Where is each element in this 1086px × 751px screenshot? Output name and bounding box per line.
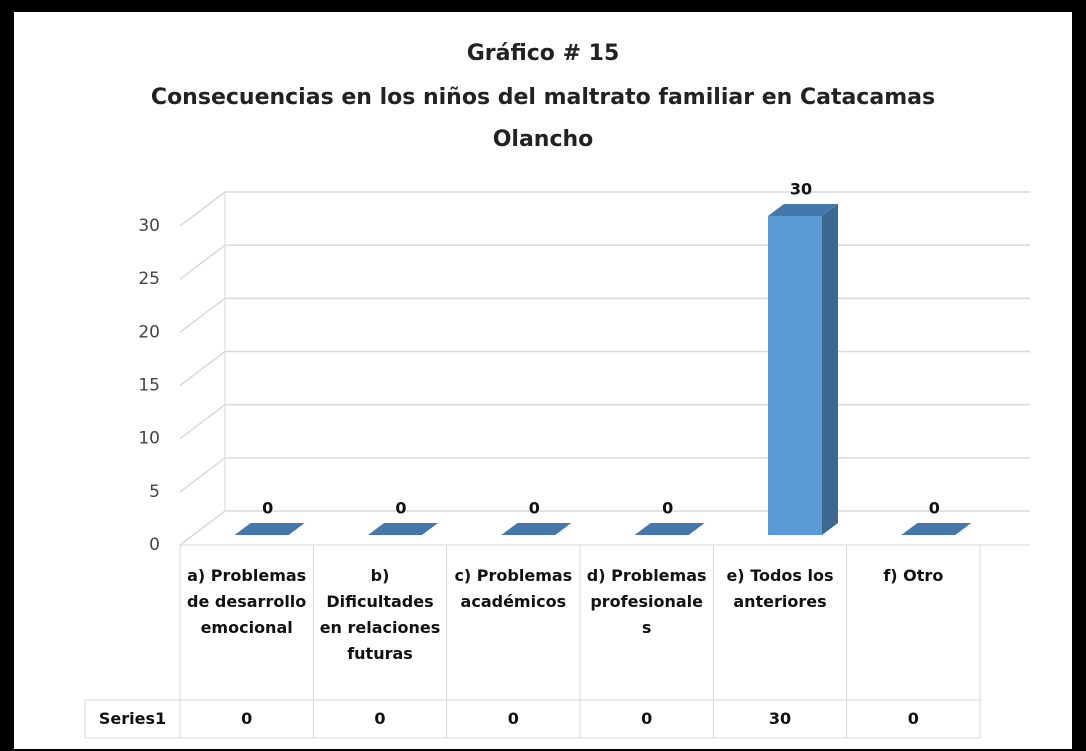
grid-line-side bbox=[179, 457, 226, 493]
grid-line-side bbox=[179, 244, 226, 280]
y-tick-label: 10 bbox=[138, 429, 160, 449]
category-label: a) Problemas de desarrollo emocional bbox=[187, 566, 307, 637]
bar-front bbox=[768, 216, 822, 535]
y-tick-label: 15 bbox=[138, 376, 160, 396]
grid-line-side bbox=[179, 510, 226, 546]
y-tick-label: 0 bbox=[149, 535, 160, 555]
category-label: b) Dificultades en relaciones futuras bbox=[319, 566, 441, 663]
data-label: 0 bbox=[262, 499, 273, 518]
bar-top bbox=[368, 523, 438, 535]
table-value: 0 bbox=[907, 709, 919, 728]
bar-top bbox=[234, 523, 305, 535]
data-label: 0 bbox=[662, 499, 673, 518]
data-label: 0 bbox=[529, 499, 540, 518]
chart-title: Gráfico # 15 bbox=[467, 41, 620, 66]
legend-entry: Series1 bbox=[98, 709, 167, 728]
category-label: e) Todos los anteriores bbox=[726, 566, 834, 611]
category-label: d) Problemas profesionales bbox=[586, 566, 707, 637]
category-label: c) Problemas académicos bbox=[454, 566, 573, 611]
table-value: 0 bbox=[507, 709, 519, 728]
bar-top bbox=[501, 523, 572, 535]
y-tick-label: 30 bbox=[138, 216, 160, 236]
table-value: 0 bbox=[241, 709, 253, 728]
grid-line-side bbox=[179, 297, 226, 333]
grid-line-side bbox=[179, 404, 226, 440]
bar-top bbox=[901, 523, 972, 535]
bar-side bbox=[822, 204, 838, 535]
bar-top bbox=[768, 204, 838, 216]
table-value: 30 bbox=[768, 709, 792, 728]
chart: Gráfico # 15 Consecuencias en los niños … bbox=[84, 41, 1030, 739]
bar-top bbox=[634, 523, 705, 535]
data-label: 0 bbox=[395, 499, 406, 518]
category-label: f) Otro bbox=[883, 566, 944, 585]
chart-title: Olancho bbox=[493, 127, 594, 152]
table-value: 0 bbox=[641, 709, 653, 728]
y-tick-label: 20 bbox=[138, 322, 160, 342]
table-value: 0 bbox=[374, 709, 386, 728]
chart-frame: Gráfico # 15 Consecuencias en los niños … bbox=[14, 12, 1072, 749]
grid-line-side bbox=[179, 350, 226, 387]
y-tick-label: 25 bbox=[138, 269, 160, 289]
grid-line-side bbox=[179, 191, 226, 227]
data-label: 30 bbox=[790, 180, 812, 199]
data-label: 0 bbox=[929, 499, 940, 518]
chart-title: Consecuencias en los niños del maltrato … bbox=[151, 85, 935, 110]
y-tick-label: 5 bbox=[149, 482, 160, 502]
